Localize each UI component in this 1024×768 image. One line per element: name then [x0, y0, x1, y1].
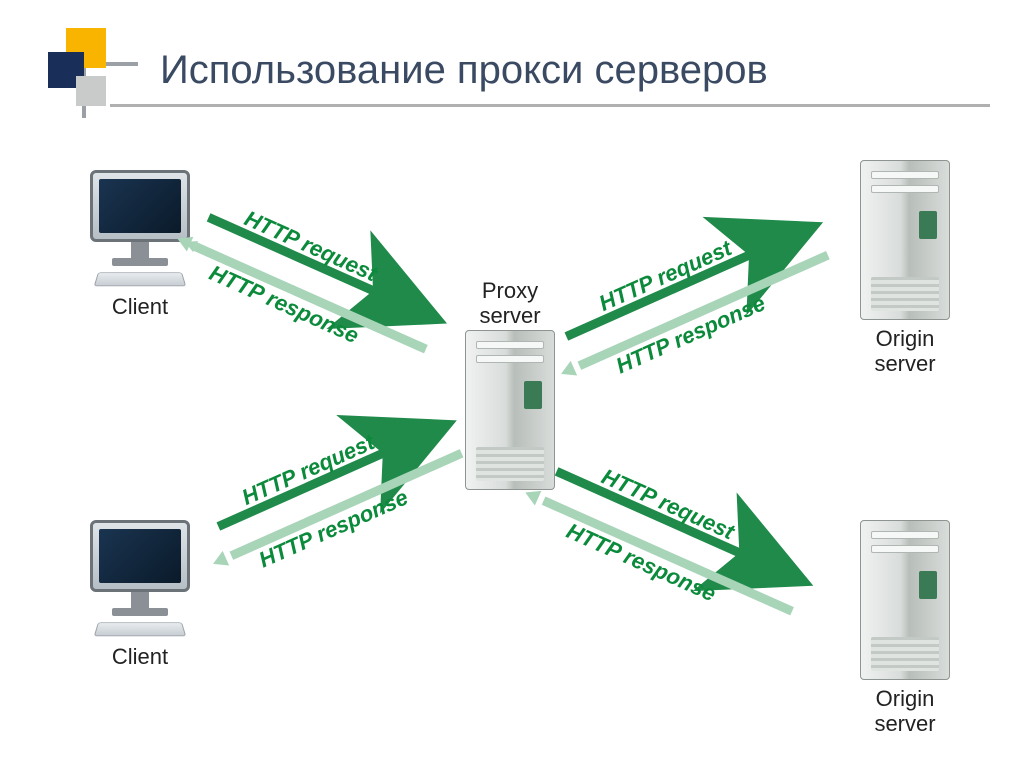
title-underline	[110, 104, 990, 107]
slide-title: Использование прокси серверов	[160, 48, 768, 93]
node-proxy-server: Proxy server	[460, 330, 560, 490]
keyboard-icon	[94, 272, 186, 286]
server-icon	[860, 160, 950, 320]
node-origin-top: Origin server	[850, 160, 960, 377]
node-label-origin-top: Origin server	[850, 326, 960, 377]
server-icon	[860, 520, 950, 680]
proxy-diagram: Proxy server Client Client	[30, 140, 990, 740]
keyboard-icon	[94, 622, 186, 636]
node-origin-bottom: Origin server	[850, 520, 960, 737]
monitor-icon	[90, 170, 190, 242]
node-label-client-top: Client	[70, 294, 210, 319]
server-icon	[465, 330, 555, 490]
node-client-bottom: Client	[70, 520, 210, 669]
node-label-client-bottom: Client	[70, 644, 210, 669]
monitor-icon	[90, 520, 190, 592]
node-label-proxy: Proxy server	[450, 278, 570, 329]
node-label-origin-bottom: Origin server	[850, 686, 960, 737]
slide-corner-decoration	[48, 28, 158, 138]
